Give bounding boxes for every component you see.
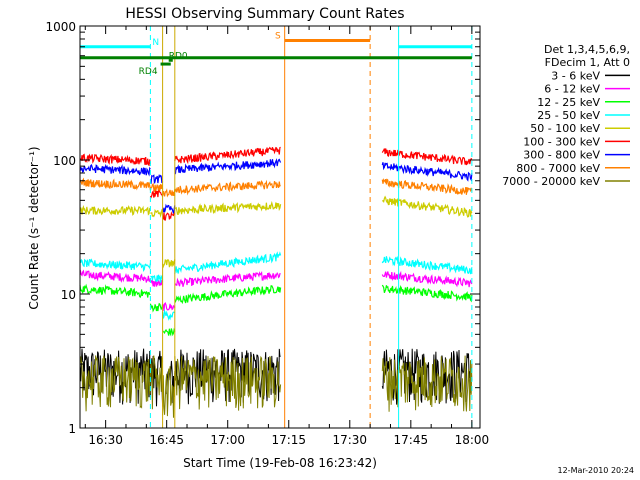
legend-item: 6 - 12 keV: [544, 83, 630, 96]
legend-item: 50 - 100 keV: [530, 122, 630, 135]
series-segment: [174, 285, 282, 305]
series-segment: [79, 177, 151, 191]
series-segment: [79, 153, 151, 167]
series-segment: [149, 302, 164, 313]
series-segment: [150, 208, 164, 218]
series-segment: [381, 178, 473, 195]
legend-item: 100 - 300 keV: [523, 135, 630, 148]
x-tick-label: 16:30: [88, 433, 123, 447]
y-axis-label: Count Rate (s⁻¹ detector⁻¹): [27, 146, 41, 309]
legend-item: 12 - 25 keV: [537, 96, 630, 109]
series-segment: [162, 203, 176, 214]
legend-item: 25 - 50 keV: [537, 109, 630, 122]
x-tick-label: 17:45: [394, 433, 429, 447]
series-25-50-kev: [79, 251, 473, 321]
series-6-12-kev: [79, 269, 473, 312]
legend-item: 7000 - 20000 keV: [502, 175, 630, 188]
legend-label: 300 - 800 keV: [523, 149, 600, 162]
series-segment: [174, 355, 282, 411]
legend-label: 25 - 50 keV: [537, 109, 600, 122]
series-segment: [174, 158, 282, 175]
series-layer: [79, 146, 473, 418]
x-tick-label: 18:00: [455, 433, 490, 447]
x-tick-label: 17:00: [210, 433, 245, 447]
series-segment: [381, 255, 473, 275]
chart-title: HESSI Observing Summary Count Rates: [125, 6, 404, 22]
legend-label: 12 - 25 keV: [537, 96, 600, 109]
series-segment: [166, 360, 176, 404]
series-segment: [162, 210, 176, 221]
series-segment: [174, 200, 282, 215]
x-tick-label: 17:30: [332, 433, 367, 447]
series-segment: [150, 274, 164, 283]
series-segment: [149, 173, 164, 185]
x-tick-label: 16:45: [149, 433, 184, 447]
x-tick-label: 17:15: [271, 433, 306, 447]
series-segment: [381, 270, 473, 288]
x-axis-label: Start Time (19-Feb-08 16:23:42): [183, 456, 377, 470]
series-segment: [79, 283, 151, 299]
series-segment: [381, 355, 473, 412]
series-segment: [79, 163, 151, 177]
series-segment: [174, 348, 281, 405]
legend-label: 100 - 300 keV: [523, 135, 600, 148]
legend-label: 800 - 7000 keV: [516, 162, 600, 175]
series-100-300-kev: [79, 146, 473, 221]
series-segment: [174, 271, 281, 287]
y-tick-label: 100: [53, 154, 76, 168]
series-segment: [174, 251, 282, 274]
series-segment: [162, 188, 176, 198]
legend-label: 3 - 6 keV: [551, 69, 600, 82]
footer-date: 12-Mar-2010 20:24: [557, 466, 635, 475]
series-12-25-kev: [79, 283, 473, 337]
legend-header: FDecim 1, Att 0: [545, 56, 630, 69]
y-tick-label: 1: [68, 422, 76, 436]
series-segment: [162, 327, 176, 337]
series-segment: [381, 195, 473, 218]
axes-layer: 16:30 16:45 17:00 17:15 17:30 17:45 18:00 1 10 10…: [45, 20, 489, 447]
series-segment: [381, 148, 473, 166]
y-tick-label: 1000: [45, 20, 76, 34]
series-50-100-kev: [79, 195, 473, 269]
series-segment: [79, 269, 151, 283]
series-7000-20000-kev: [79, 355, 473, 418]
flags-layer: N RD4 RD0 S: [80, 31, 472, 77]
series-segment: [79, 258, 151, 273]
series-segment: [162, 259, 176, 269]
plot-frame: [79, 25, 481, 429]
series-segment: [381, 162, 473, 182]
legend-label: 7000 - 20000 keV: [502, 175, 600, 188]
flag-bar-label: RD0: [169, 51, 188, 61]
legend-header: Det 1,3,4,5,6,9,: [544, 43, 630, 56]
series-segment: [381, 284, 473, 303]
flag-bar-label: N: [152, 38, 159, 48]
series-segment: [79, 204, 151, 216]
flag-bar-label: S: [275, 31, 281, 41]
legend-item: 300 - 800 keV: [523, 149, 630, 162]
legend-item: 800 - 7000 keV: [516, 162, 630, 175]
series-segment: [162, 366, 176, 418]
series-800-7000-kev: [79, 177, 473, 198]
series-segment: [162, 301, 176, 312]
series-segment: [149, 189, 164, 199]
series-segment: [149, 182, 164, 194]
legend: Det 1,3,4,5,6,9,FDecim 1, Att 03 - 6 keV…: [502, 43, 630, 188]
series-segment: [174, 179, 281, 196]
series-300-800-kev: [79, 158, 473, 214]
flag-bar-label: RD4: [139, 67, 158, 77]
legend-label: 6 - 12 keV: [544, 83, 600, 96]
series-segment: [174, 146, 281, 165]
legend-label: 50 - 100 keV: [530, 122, 600, 135]
y-tick-label: 10: [61, 288, 76, 302]
series-segment: [162, 308, 175, 321]
series-segment: [79, 355, 164, 412]
legend-item: 3 - 6 keV: [551, 69, 630, 82]
